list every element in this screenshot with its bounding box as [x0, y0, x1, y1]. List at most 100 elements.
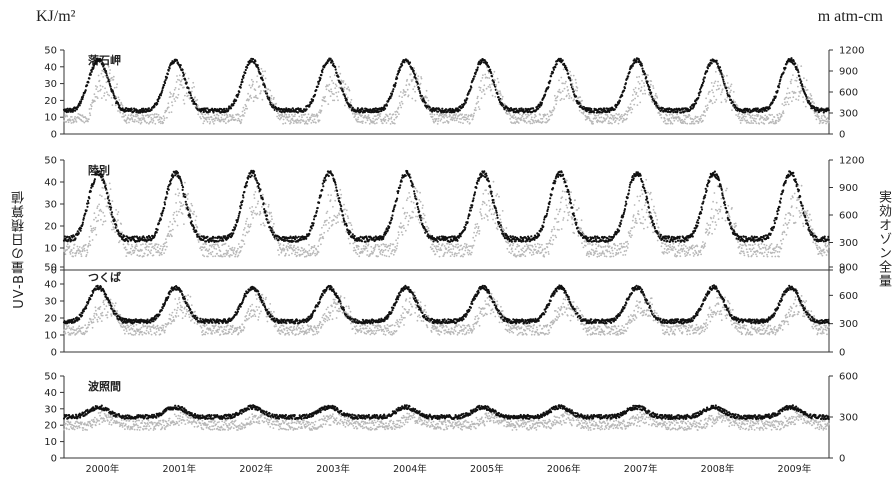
uvb-point	[531, 122, 534, 125]
uvb-point	[170, 93, 172, 95]
ozone-point	[388, 225, 391, 229]
uvb-point	[270, 211, 272, 214]
uvb-point	[736, 105, 739, 107]
uvb-point	[497, 90, 499, 93]
uvb-point	[344, 208, 346, 211]
uvb-point	[158, 118, 161, 121]
ozone-point	[623, 87, 627, 90]
uvb-point	[312, 250, 315, 252]
ozone-point	[349, 231, 352, 234]
uvb-point	[197, 241, 200, 243]
ozone-point	[490, 72, 493, 75]
uvb-point	[796, 76, 798, 79]
uvb-point	[109, 212, 111, 214]
uvb-point	[93, 93, 96, 96]
uvb-point	[773, 116, 776, 118]
ozone-point	[95, 62, 98, 65]
uvb-point	[297, 121, 299, 124]
ozone-point	[624, 82, 628, 85]
uvb-point	[345, 93, 347, 96]
uvb-point	[232, 116, 235, 119]
uvb-point	[694, 117, 696, 120]
ozone-point	[102, 178, 105, 181]
ozone-point	[105, 72, 108, 75]
uvb-point	[392, 253, 395, 256]
uvb-point	[671, 122, 674, 125]
uvb-point	[526, 116, 529, 118]
uvb-point	[72, 255, 75, 258]
uvb-point	[142, 243, 144, 246]
uvb-point	[318, 119, 321, 122]
uvb-point	[465, 113, 468, 116]
uvb-point	[637, 87, 640, 90]
uvb-point	[637, 81, 640, 83]
uvb-point	[658, 112, 661, 114]
uvb-point	[331, 220, 333, 222]
uvb-point	[220, 116, 223, 119]
uvb-point	[267, 203, 270, 206]
uvb-point	[348, 89, 351, 92]
uvb-point	[290, 244, 292, 247]
uvb-point	[658, 105, 660, 108]
uvb-point	[743, 118, 746, 120]
uvb-point	[127, 243, 130, 246]
uvb-point	[673, 119, 676, 122]
uvb-point	[576, 89, 578, 92]
uvb-point	[80, 255, 83, 258]
uvb-point	[107, 65, 110, 68]
right-tick-label: 300	[839, 238, 858, 249]
uvb-point	[550, 111, 553, 114]
uvb-point	[803, 77, 805, 80]
left-tick-label: 50	[44, 156, 57, 167]
uvb-point	[475, 109, 477, 112]
uvb-point	[351, 228, 354, 231]
right-tick-label: 900	[839, 183, 858, 194]
uvb-point	[501, 98, 504, 100]
uvb-point	[278, 254, 280, 256]
ozone-point	[254, 60, 257, 63]
uvb-point	[288, 114, 290, 116]
uvb-point	[142, 255, 145, 257]
uvb-point	[481, 91, 483, 93]
uvb-point	[361, 114, 363, 117]
ozone-point	[256, 64, 259, 67]
uvb-point	[720, 91, 723, 93]
ozone-point	[314, 214, 317, 217]
uvb-point	[573, 98, 576, 101]
uvb-point	[789, 96, 791, 99]
uvb-point	[81, 247, 83, 249]
ozone-point	[564, 64, 567, 68]
uvb-point	[130, 253, 133, 256]
uvb-point	[100, 72, 103, 75]
uvb-point	[572, 74, 575, 77]
uvb-point	[171, 235, 173, 238]
uvb-point	[668, 113, 671, 116]
ozone-point	[223, 107, 226, 110]
uvb-point	[772, 120, 774, 123]
uvb-point	[410, 73, 412, 76]
uvb-point	[207, 113, 210, 116]
uvb-point	[253, 197, 256, 200]
uvb-point	[99, 208, 102, 211]
ozone-point	[103, 180, 106, 183]
uvb-point	[164, 248, 167, 251]
uvb-point	[300, 114, 303, 116]
uvb-point	[715, 98, 718, 101]
uvb-point	[394, 246, 397, 248]
uvb-point	[173, 88, 176, 91]
uvb-point	[157, 249, 160, 252]
uvb-point	[684, 122, 687, 125]
uvb-point	[381, 251, 384, 254]
uvb-point	[760, 121, 763, 124]
uvb-point	[237, 254, 240, 257]
uvb-point	[185, 92, 188, 95]
uvb-point	[299, 250, 302, 252]
uvb-point	[303, 120, 305, 123]
uvb-point	[327, 103, 330, 105]
uvb-point	[158, 251, 160, 254]
uvb-point	[520, 119, 523, 121]
ozone-point	[241, 78, 244, 81]
uvb-point	[406, 211, 409, 214]
uvb-point	[159, 247, 161, 250]
uvb-point	[184, 181, 186, 184]
